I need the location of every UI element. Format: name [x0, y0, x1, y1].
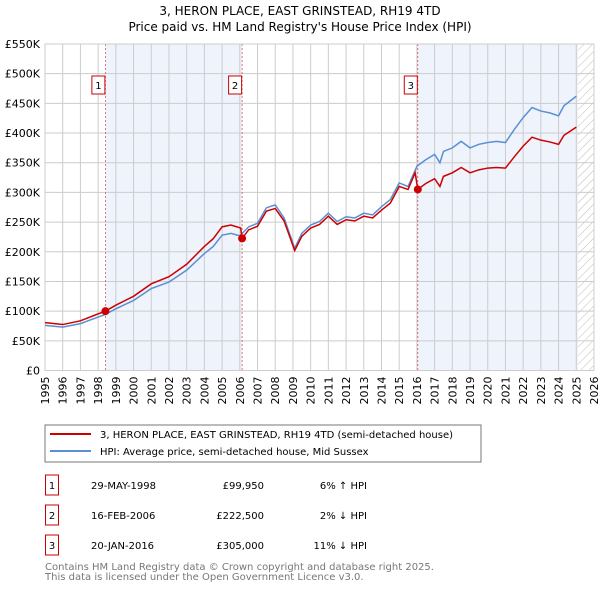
x-tick-label: 2009 [287, 377, 300, 405]
sale-row-id: 3 [49, 541, 55, 552]
footer-line-1: Contains HM Land Registry data © Crown c… [45, 562, 434, 573]
y-tick-label: £550K [5, 38, 41, 51]
x-tick-label: 2021 [499, 377, 512, 405]
y-tick-label: £200K [5, 246, 41, 259]
y-tick-label: £50K [12, 335, 41, 348]
sale-row-badge [45, 474, 59, 496]
sale-row-price: £305,000 [216, 541, 264, 552]
y-tick-label: £100K [5, 305, 41, 318]
sale-row-hpi-diff: 6% ↑ HPI [320, 481, 367, 492]
x-tick-label: 2018 [446, 377, 459, 405]
forecast-hatch [578, 44, 594, 371]
sale-row-hpi-diff: 11% ↓ HPI [314, 541, 367, 552]
x-tick-label: 2022 [517, 377, 530, 405]
footer-line-2: This data is licensed under the Open Gov… [44, 572, 364, 583]
sale-point-3 [413, 185, 422, 194]
chart-title: 3, HERON PLACE, EAST GRINSTEAD, RH19 4TD [159, 4, 440, 18]
sale-point-1 [101, 307, 110, 316]
sale-row-date: 20-JAN-2016 [91, 541, 154, 552]
x-tick-label: 2019 [464, 377, 477, 405]
x-tick-label: 2023 [535, 377, 548, 405]
x-tick-label: 2005 [216, 377, 229, 405]
sale-row-hpi-diff: 2% ↓ HPI [320, 511, 367, 522]
x-tick-label: 2004 [198, 377, 211, 405]
y-tick-label: £0 [26, 365, 40, 378]
x-tick-label: 2020 [482, 377, 495, 405]
sale-marker-label: 2 [232, 81, 238, 92]
y-tick-label: £250K [5, 216, 41, 229]
sale-row-badge [45, 534, 59, 556]
x-tick-label: 2013 [358, 377, 371, 405]
x-tick-label: 2003 [181, 377, 194, 405]
x-tick-label: 2024 [553, 377, 566, 405]
sale-row-date: 29-MAY-1998 [91, 481, 156, 492]
x-tick-label: 2014 [375, 377, 388, 405]
x-tick-label: 1999 [110, 377, 123, 405]
sale-row-price: £99,950 [223, 481, 264, 492]
x-tick-label: 2015 [393, 377, 406, 405]
x-tick-label: 2025 [570, 377, 583, 405]
x-tick-label: 2010 [305, 377, 318, 405]
sale-point-2 [238, 234, 247, 243]
x-tick-label: 1996 [57, 377, 70, 405]
y-tick-label: £350K [5, 157, 41, 170]
plot-frame [44, 43, 595, 371]
x-tick-label: 2017 [429, 377, 442, 405]
x-tick-label: 2012 [340, 377, 353, 405]
x-tick-label: 1997 [74, 377, 87, 405]
x-tick-label: 1998 [92, 377, 105, 405]
y-tick-label: £150K [5, 275, 41, 288]
x-tick-label: 2007 [252, 377, 265, 405]
legend: 3, HERON PLACE, EAST GRINSTEAD, RH19 4TD… [44, 424, 482, 463]
x-tick-label: 2001 [145, 377, 158, 405]
chart-subtitle: Price paid vs. HM Land Registry's House … [128, 20, 471, 34]
x-tick-label: 1995 [39, 377, 52, 405]
sale-marker-box [91, 75, 106, 95]
sale-marker-box [228, 75, 243, 95]
x-tick-label: 2006 [234, 377, 247, 405]
sale-row-id: 2 [49, 511, 55, 522]
y-tick-label: £450K [5, 97, 41, 110]
sale-row-id: 1 [49, 481, 55, 492]
shaded-period [105, 44, 243, 371]
sale-row-badge [45, 504, 59, 526]
x-tick-label: 2026 [588, 377, 600, 405]
y-tick-label: £400K [5, 127, 41, 140]
legend-hpi-label: HPI: Average price, semi-detached house,… [100, 447, 369, 458]
shaded-period [417, 44, 579, 371]
x-tick-label: 2016 [411, 377, 424, 405]
x-tick-label: 2011 [322, 377, 335, 405]
y-tick-label: £500K [5, 68, 41, 81]
sales-table: 1 29-MAY-1998 £99,950 6% ↑ HPI 2 16-FEB-2006 £… [45, 474, 367, 556]
legend-property-label: 3, HERON PLACE, EAST GRINSTEAD, RH19 4TD… [100, 430, 453, 441]
x-tick-label: 2000 [128, 377, 141, 405]
sale-marker-label: 3 [408, 81, 414, 92]
property-price-line [44, 126, 577, 326]
x-tick-label: 2008 [269, 377, 282, 405]
sale-marker-label: 1 [95, 81, 101, 92]
y-tick-label: £300K [5, 186, 41, 199]
x-tick-label: 2002 [163, 377, 176, 405]
hpi-line [44, 95, 577, 328]
sale-row-date: 16-FEB-2006 [91, 511, 155, 522]
sale-row-price: £222,500 [216, 511, 264, 522]
sale-marker-box [403, 75, 418, 95]
